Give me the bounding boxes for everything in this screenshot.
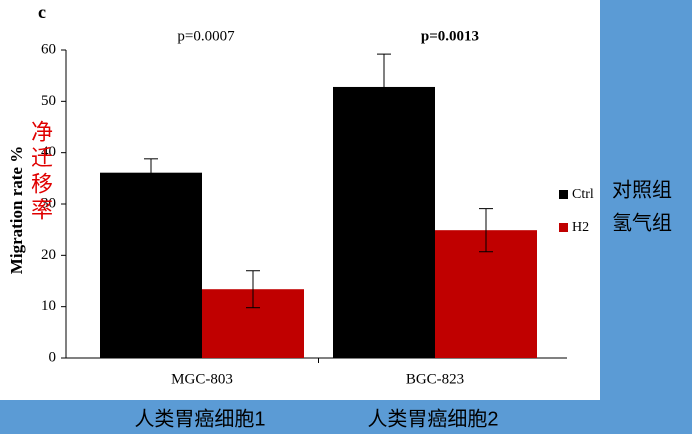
legend-label: Ctrl [572, 187, 594, 202]
y-tick-label: 10 [41, 298, 56, 314]
legend-label: H2 [572, 220, 589, 235]
panel-label: c [38, 2, 46, 22]
bar [100, 172, 202, 358]
bar [333, 86, 435, 359]
y-tick-label: 60 [41, 41, 56, 57]
y-axis-label: Migration rate % [7, 146, 26, 274]
legend-swatch [559, 190, 568, 199]
y-tick-label: 0 [49, 349, 57, 365]
error-bar [246, 270, 260, 309]
y-axis-label-cn: 净迁移率 [28, 120, 53, 224]
legend-label-cn: 对照组 [612, 178, 672, 201]
annotation: p=0.0013 [421, 28, 479, 44]
x-tick-label: BGC-823 [406, 371, 464, 387]
legend-swatch [559, 223, 568, 232]
y-tick-label: 30 [41, 195, 56, 211]
x-label-cn: 人类胃癌细胞2 [367, 407, 498, 430]
y-tick-label: 40 [41, 144, 56, 160]
error-bar [377, 53, 391, 121]
y-tick-label: 20 [41, 247, 56, 263]
y-tick-label: 50 [41, 93, 56, 109]
error-bar [479, 208, 493, 253]
error-bar [144, 158, 158, 188]
x-label-cn: 人类胃癌细胞1 [134, 407, 265, 430]
legend-label-cn: 氢气组 [612, 211, 672, 234]
x-tick-label: MGC-803 [171, 371, 233, 387]
annotation: p=0.0007 [177, 28, 235, 44]
